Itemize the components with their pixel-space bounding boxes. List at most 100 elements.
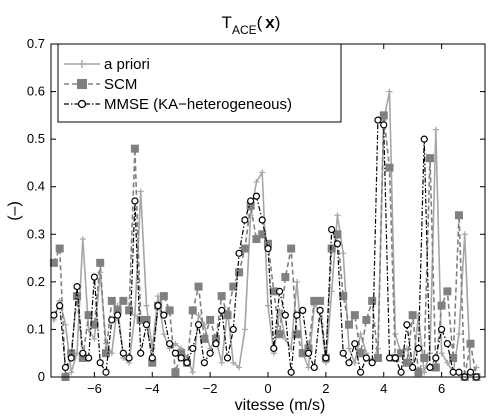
data-point [373,353,382,362]
y-tick-label: 0.4 [27,179,45,194]
data-point [253,178,260,185]
data-point [339,292,348,301]
data-point [333,240,342,248]
data-point [125,354,133,362]
data-point [426,154,435,163]
data-point [143,302,150,309]
data-point [432,354,440,362]
y-tick-label: 0.5 [27,131,45,146]
data-point [136,315,145,324]
data-point [449,353,458,362]
data-point [206,349,214,357]
data-point [281,311,289,319]
data-point [246,201,255,210]
data-point [443,340,451,348]
data-point [438,350,445,357]
data-point [438,325,446,334]
legend: a priori SCM MMSE (KA−heterogeneous) [57,43,342,123]
data-point [351,340,359,348]
x-tick-label: −2 [203,381,218,396]
legend-marker-mmse [77,99,87,109]
data-point [466,368,475,376]
data-point [362,315,371,324]
data-point [252,235,261,244]
data-point [189,344,197,353]
data-point [340,250,347,257]
data-point [229,325,237,334]
data-point [408,311,417,320]
data-point [90,320,99,329]
data-point [374,116,382,124]
data-point [275,330,284,339]
data-point [455,368,463,376]
data-point [258,230,267,239]
data-point [217,292,226,301]
data-point [461,231,468,238]
data-point [201,321,208,328]
data-point [96,359,104,367]
data-point [409,363,417,372]
data-point [316,296,325,305]
data-point [345,320,354,329]
data-point [252,192,261,200]
data-point [402,358,411,367]
data-point [56,302,64,310]
axes-layer: −6 −4 −2 0 2 4 6 0 0.1 0.2 0.3 0.4 0.5 0.6 0.7 [27,36,486,396]
data-point [327,244,336,253]
data-point [350,311,359,320]
data-point [91,335,98,342]
data-point [218,306,226,314]
x-tick-label: −6 [87,381,102,396]
y-tick-label: 0.6 [27,84,45,99]
title-paren-open: ( [257,13,263,32]
data-point [107,296,116,305]
data-point [380,121,388,129]
legend-box [57,43,342,123]
data-point [130,144,139,153]
data-point [67,354,75,362]
data-point [304,344,313,353]
data-point [200,359,208,367]
data-point [50,311,58,319]
data-point [259,169,266,176]
data-point [391,354,399,362]
x-tick-label: 2 [322,381,329,396]
data-point [223,354,232,362]
y-tick-label: 0.7 [27,36,45,51]
data-point [287,244,296,253]
data-point [49,258,58,267]
data-point [235,268,244,277]
title-main: T [222,13,232,32]
data-point [292,330,301,339]
data-point [287,368,295,376]
data-point [90,273,99,281]
data-point [211,334,220,343]
data-point [189,369,196,376]
data-point [305,364,312,371]
data-point [148,354,156,362]
data-point [131,197,139,205]
data-point [235,249,243,257]
data-point [379,111,388,120]
data-point [241,216,249,224]
data-point [119,349,127,357]
data-point [61,363,70,372]
data-point [454,211,463,220]
data-point [339,349,347,357]
data-point [265,302,271,309]
data-point [247,197,255,205]
x-tick-label: −4 [145,381,160,396]
data-point [385,354,394,362]
data-point [333,230,342,239]
data-point [223,311,232,320]
data-point [73,292,82,301]
data-point [258,216,266,224]
data-point [102,368,110,376]
data-point [420,135,428,143]
data-point [218,359,225,366]
x-tick-label: 6 [438,381,445,396]
data-point [403,321,411,329]
data-point [368,359,376,367]
data-point [240,244,249,253]
data-point [397,349,406,358]
